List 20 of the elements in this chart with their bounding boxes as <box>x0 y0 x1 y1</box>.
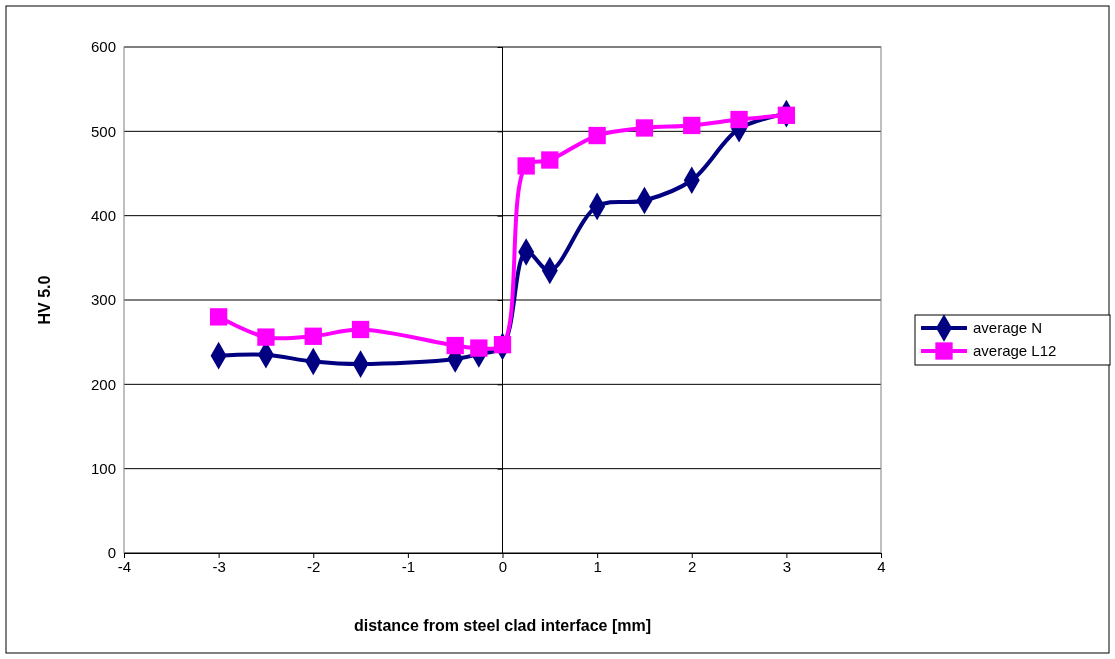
x-tick-label: -4 <box>117 557 132 575</box>
x-tick-label: -3 <box>212 557 226 575</box>
x-tick-label: 4 <box>877 557 886 575</box>
y-tick-label: 600 <box>90 38 116 56</box>
y-tick-label: 0 <box>107 544 116 562</box>
x-tick-label: 2 <box>688 557 697 575</box>
x-axis-title: distance from steel clad interface [mm] <box>354 617 651 634</box>
y-tick-label: 200 <box>90 375 116 393</box>
x-tick-label: 1 <box>593 557 602 575</box>
legend-label: average N <box>973 319 1043 337</box>
y-tick-label: 400 <box>90 206 116 224</box>
y-tick-label: 500 <box>90 122 116 140</box>
y-axis-title: HV 5.0 <box>36 275 53 325</box>
legend-label: average L12 <box>973 342 1057 360</box>
x-tick-label: 3 <box>782 557 792 575</box>
y-tick-label: 100 <box>90 459 116 477</box>
x-tick-label: -1 <box>401 557 416 575</box>
x-tick-label: 0 <box>498 557 508 575</box>
x-tick-label: -2 <box>307 557 321 575</box>
y-tick-label: 300 <box>90 291 116 309</box>
